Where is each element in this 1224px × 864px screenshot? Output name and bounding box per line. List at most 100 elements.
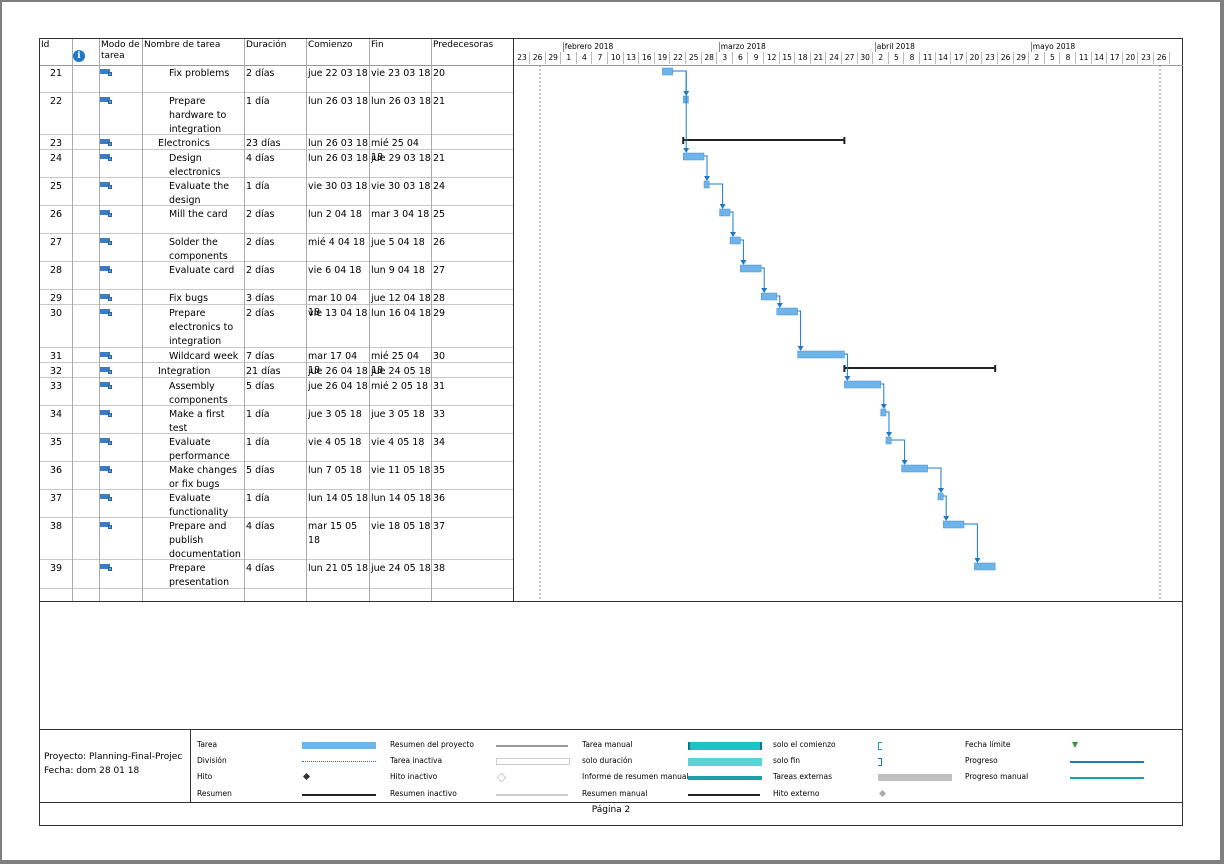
legend-inactive-task-swatch: [496, 758, 570, 765]
table-row[interactable]: 33 Assembly components 5 días jue 26 04 18 m…: [40, 378, 513, 406]
day-label: 4: [582, 53, 587, 62]
day-tick: [575, 52, 577, 64]
table-row[interactable]: 28 Evaluate card 2 días vie 6 04 18 lun 9 04…: [40, 262, 513, 290]
header-start[interactable]: Comienzo: [308, 40, 353, 50]
task-mode-icon: [100, 465, 112, 473]
legend-manual-summary-swatch: [688, 794, 760, 796]
month-tick: [1030, 42, 1032, 52]
legend-manual-progress-swatch: [1070, 777, 1144, 779]
task-predecessors: 21: [433, 96, 446, 107]
task-id: 30: [49, 308, 63, 319]
task-end: jue 3 05 18: [371, 409, 425, 420]
task-mode-icon: [100, 493, 112, 501]
day-label: 20: [1125, 53, 1136, 62]
task-id: 34: [49, 409, 63, 420]
legend-label: solo duración: [582, 756, 633, 765]
table-row[interactable]: 38 Prepare and publish documentation 4 día…: [40, 518, 513, 560]
table-row[interactable]: 27 Solder the components 2 días mié 4 04 18…: [40, 234, 513, 262]
task-predecessors: [432, 363, 512, 365]
task-duration: 2 días: [246, 209, 275, 220]
task-id: 35: [49, 437, 63, 448]
task-bar: [797, 350, 845, 359]
task-start: mar 10 04 18: [308, 293, 358, 318]
table-row[interactable]: 29 Fix bugs 3 días mar 10 04 18 jue 12 04 18…: [40, 290, 513, 318]
day-tick: [778, 52, 780, 64]
table-row[interactable]: 24 Design electronics 4 días lun 26 03 18 ju…: [40, 150, 513, 178]
dependency-arrowhead: [683, 148, 690, 153]
day-tick: [856, 52, 858, 64]
task-duration: 5 días: [246, 465, 275, 476]
table-row[interactable]: 21 Fix problems 2 días jue 22 03 18 vie 23 0…: [40, 65, 513, 93]
info-icon: i: [73, 50, 85, 62]
day-label: 11: [1078, 53, 1089, 62]
day-tick: [716, 52, 718, 64]
header-pred[interactable]: Predecesoras: [433, 40, 494, 50]
task-start: lun 26 03 18: [308, 96, 369, 107]
task-mode-icon: [100, 265, 112, 273]
task-end: jue 29 03 18: [371, 153, 431, 164]
task-id: 32: [49, 366, 63, 377]
legend-deadline-icon: [1072, 742, 1078, 748]
table-header: Id i Modo de tarea Nombre de tarea Durac…: [40, 39, 513, 66]
day-label: 28: [704, 53, 714, 62]
header-name[interactable]: Nombre de tarea: [144, 40, 221, 50]
table-row[interactable]: 34 Make a first test 1 día jue 3 05 18 jue 3…: [40, 406, 513, 434]
legend-inactive-summary-swatch: [496, 794, 568, 796]
legend-label: Resumen del proyecto: [390, 740, 475, 749]
task-start: vie 4 05 18: [308, 437, 362, 448]
table-row[interactable]: 36 Make changes or fix bugs 5 días lun 7 05…: [40, 462, 513, 490]
legend-label: Tarea: [197, 740, 218, 749]
table-row[interactable]: 35 Evaluate performance 1 día vie 4 05 18 vi…: [40, 434, 513, 462]
day-label: 20: [969, 53, 980, 62]
day-label: 27: [844, 53, 855, 62]
header-id[interactable]: Id: [41, 40, 50, 50]
day-tick: [887, 52, 889, 64]
task-mode-icon: [100, 381, 112, 389]
header-duration[interactable]: Duración: [246, 40, 287, 50]
dependency-arrowhead: [844, 376, 851, 381]
day-label: 15: [782, 53, 792, 62]
table-row[interactable]: 31 Wildcard week 7 días mar 17 04 18 mié 25 …: [40, 348, 513, 376]
day-tick: [591, 52, 593, 64]
day-label: 3: [722, 53, 728, 62]
dependency-arrowhead: [740, 260, 747, 265]
legend-label: Progreso manual: [965, 772, 1029, 781]
table-row[interactable]: 22 Prepare hardware to integration 1 día lu…: [40, 93, 513, 135]
task-bar: [974, 562, 996, 571]
header-info[interactable]: i: [73, 39, 99, 65]
task-end: vie 11 05 18: [371, 465, 431, 476]
table-row[interactable]: 25 Evaluate the design 1 día vie 30 03 18 vi…: [40, 178, 513, 206]
task-table: Id i Modo de tarea Nombre de tarea Durac…: [40, 39, 513, 601]
dependency-link: [943, 495, 947, 517]
task-mode-icon: [100, 308, 112, 316]
table-row[interactable]: 37 Evaluate functionality 1 día lun 14 05 1…: [40, 490, 513, 518]
legend-label: Progreso: [965, 756, 998, 765]
day-tick: [841, 52, 842, 64]
table-row[interactable]: 32 Integration 21 días jue 26 04 18 jue 24 0…: [40, 363, 513, 378]
table-row[interactable]: 23 Electronics 23 días lun 26 03 18 mié 25 0…: [40, 135, 513, 163]
table-row[interactable]: 30 Prepare electronics to integration 2 dí…: [40, 305, 513, 348]
task-start: lun 26 03 18: [308, 153, 369, 164]
col-divider: [142, 39, 143, 601]
task-end: jue 5 04 18: [371, 237, 425, 248]
month-label: abril 2018: [876, 42, 915, 51]
header-end[interactable]: Fin: [371, 40, 384, 50]
task-id: 38: [49, 521, 63, 532]
header-mode[interactable]: Modo de tarea: [101, 40, 140, 61]
task-end: jue 12 04 18: [371, 293, 431, 304]
table-row[interactable]: 39 Prepare presentation 4 días lun 21 05 18…: [40, 560, 513, 589]
table-row[interactable]: 26 Mill the card 2 días lun 2 04 18 mar 3 04…: [40, 206, 513, 234]
day-label: 23: [517, 53, 527, 62]
day-label: 17: [1110, 53, 1120, 62]
task-mode-icon: [100, 366, 112, 374]
task-mode-icon: [100, 68, 112, 76]
day-tick: [872, 52, 874, 64]
day-tick: [794, 52, 796, 64]
day-tick: [1153, 52, 1154, 64]
dependency-arrowhead: [901, 460, 908, 465]
day-label: 7: [597, 53, 603, 62]
task-end: jue 24 05 18: [371, 366, 431, 377]
task-bar: [719, 208, 731, 217]
task-predecessors: 33: [433, 409, 446, 420]
day-label: 14: [938, 53, 948, 62]
